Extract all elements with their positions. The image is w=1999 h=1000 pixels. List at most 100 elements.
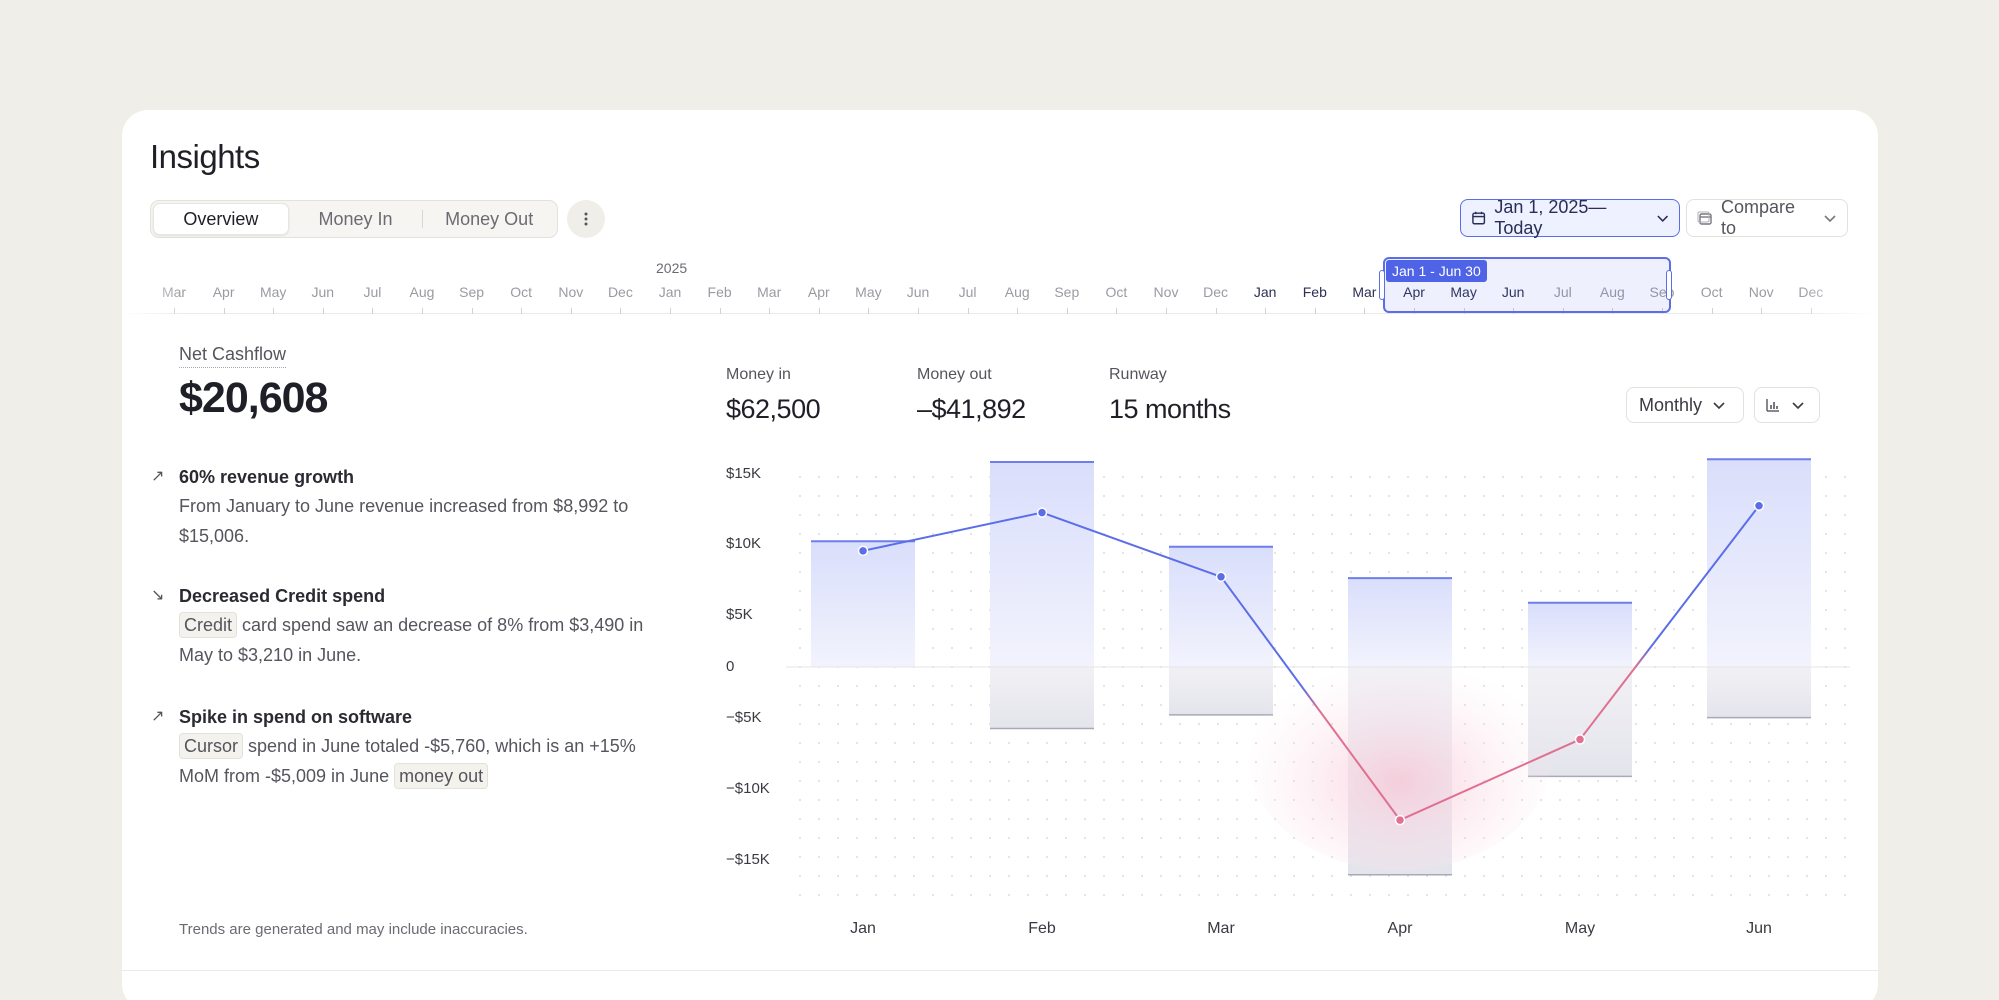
insight-body-text: spend in June totaled -$5,760, which is … bbox=[179, 736, 636, 786]
timeline-tick bbox=[967, 308, 969, 314]
card-divider bbox=[122, 970, 1878, 971]
insight-item: ↗ Spike in spend on software Cursor spen… bbox=[151, 704, 669, 791]
stat-label: Runway bbox=[1109, 366, 1167, 383]
timeline-month-label[interactable]: Oct bbox=[1105, 284, 1128, 300]
footnote: Trends are generated and may include ina… bbox=[179, 921, 528, 938]
timeline-month-label[interactable]: Nov bbox=[1748, 284, 1774, 300]
timeline-tick bbox=[769, 308, 771, 314]
timeline-month-label[interactable]: Jul bbox=[958, 284, 977, 300]
x-tick-label: May bbox=[1564, 920, 1596, 937]
y-tick-label: $15K bbox=[726, 465, 762, 482]
timeline-month-label[interactable]: Dec bbox=[1203, 284, 1229, 300]
arrow-up-right-icon: ↗ bbox=[151, 708, 165, 725]
timeline-tick bbox=[471, 308, 473, 314]
timeline-selection-start-handle[interactable] bbox=[1379, 270, 1385, 300]
timeline-month-label[interactable]: Jun bbox=[311, 284, 335, 300]
timeline-fade-right bbox=[1798, 256, 1878, 314]
insight-item: ↗ 60% revenue growth From January to Jun… bbox=[151, 464, 669, 551]
timeline-month-label[interactable]: Oct bbox=[510, 284, 533, 300]
tab-divider bbox=[422, 210, 424, 228]
tab-money-out[interactable]: Money Out bbox=[445, 208, 534, 229]
insight-title: Spike in spend on software bbox=[179, 707, 413, 727]
arrow-down-right-icon: ↘ bbox=[151, 587, 165, 604]
timeline-tick bbox=[1265, 308, 1267, 314]
stat-value: $62,500 bbox=[726, 394, 821, 424]
timeline-tick bbox=[1215, 308, 1217, 314]
timeline-month-label[interactable]: Sep bbox=[459, 284, 485, 300]
insight-body: Cursor spend in June totaled -$5,760, wh… bbox=[179, 731, 669, 791]
timeline-tick bbox=[719, 308, 721, 314]
stat-money-out: Money out –$41,892 bbox=[917, 366, 1026, 425]
chevron-down-icon bbox=[1713, 402, 1725, 410]
timeline-month-label[interactable]: Feb bbox=[707, 284, 732, 300]
granularity-select[interactable]: Monthly bbox=[1626, 387, 1744, 423]
timeline-month-label[interactable]: May bbox=[1450, 284, 1477, 300]
timeline-month-label[interactable]: Aug bbox=[409, 284, 435, 300]
timeline-month-label[interactable]: Aug bbox=[1004, 284, 1030, 300]
calendar-compare-icon bbox=[1697, 211, 1712, 225]
compare-to-label: Compare to bbox=[1721, 197, 1796, 238]
tab-overview[interactable]: Overview bbox=[153, 203, 289, 235]
timeline-tick bbox=[868, 308, 870, 314]
timeline-selection-end-handle[interactable] bbox=[1666, 270, 1672, 300]
stat-value: –$41,892 bbox=[917, 394, 1026, 424]
timeline-tick bbox=[620, 308, 622, 314]
calendar-icon bbox=[1472, 211, 1486, 225]
timeline-month-label[interactable]: Apr bbox=[212, 284, 235, 300]
timeline-selection-label: Jan 1 - Jun 30 bbox=[1386, 260, 1487, 282]
timeline-month-label[interactable]: Feb bbox=[1302, 284, 1327, 300]
timeline-month-label[interactable]: Mar bbox=[1352, 284, 1377, 300]
chevron-down-icon bbox=[1824, 215, 1836, 223]
timeline-month-label[interactable]: Jan bbox=[658, 284, 682, 300]
timeline-month-label[interactable]: Sep bbox=[1054, 284, 1080, 300]
bar-chart-icon bbox=[1766, 399, 1779, 412]
timeline-month-label[interactable]: Apr bbox=[1403, 284, 1425, 300]
insight-chip[interactable]: money out bbox=[394, 763, 489, 789]
timeline-month-label[interactable]: Oct bbox=[1700, 284, 1723, 300]
x-tick-label: Apr bbox=[1387, 920, 1413, 937]
timeline-month-label[interactable]: Nov bbox=[558, 284, 584, 300]
timeline-month-label[interactable]: Mar bbox=[757, 284, 782, 300]
timeline-tick bbox=[1116, 308, 1118, 314]
stat-value: 15 months bbox=[1109, 394, 1231, 424]
timeline-month-label[interactable]: Aug bbox=[1599, 284, 1625, 300]
timeline-month-label[interactable]: Jul bbox=[363, 284, 382, 300]
timeline-scrubber[interactable]: 2025 Mar Apr May Jun Jul Aug Sep Oct Nov Dec Jan Fe… bbox=[122, 256, 1878, 314]
timeline-month-label[interactable]: Dec bbox=[607, 284, 633, 300]
chart-type-select[interactable] bbox=[1754, 387, 1820, 423]
compare-to-button[interactable]: Compare to bbox=[1686, 197, 1848, 238]
timeline-year-label: 2025 bbox=[656, 260, 688, 276]
insight-item: ↘ Decreased Credit spend Credit card spe… bbox=[151, 583, 669, 670]
insight-chip[interactable]: Cursor bbox=[179, 733, 244, 759]
y-tick-label: −$10K bbox=[726, 780, 770, 797]
x-tick-label: Feb bbox=[1028, 920, 1056, 937]
timeline-month-label[interactable]: Apr bbox=[807, 284, 830, 300]
timeline-month-label[interactable]: Jul bbox=[1553, 284, 1572, 300]
view-tabs: Overview Money In Money Out bbox=[150, 200, 558, 238]
timeline-tick bbox=[1017, 308, 1019, 314]
insight-body: From January to June revenue increased f… bbox=[179, 496, 629, 546]
insight-body-text: card spend saw an decrease of 8% from $3… bbox=[179, 615, 644, 665]
stat-runway: Runway 15 months bbox=[1109, 366, 1231, 425]
timeline-month-label[interactable]: Jun bbox=[1501, 284, 1525, 300]
timeline-tick bbox=[372, 308, 374, 314]
timeline-tick bbox=[1066, 308, 1068, 314]
timeline-tick bbox=[422, 308, 423, 314]
timeline-month-label[interactable]: May bbox=[259, 284, 287, 300]
insight-body: Credit card spend saw an decrease of 8% … bbox=[179, 610, 669, 670]
timeline-tick bbox=[818, 308, 820, 314]
stat-label: Money out bbox=[917, 366, 992, 383]
more-options-button[interactable] bbox=[567, 200, 605, 238]
date-range-button[interactable]: Jan 1, 2025—Today bbox=[1460, 197, 1680, 238]
timeline-tick bbox=[223, 308, 225, 314]
timeline-month-label[interactable]: Jan bbox=[1253, 284, 1277, 300]
arrow-up-right-icon: ↗ bbox=[151, 468, 165, 485]
timeline-month-label[interactable]: Jun bbox=[906, 284, 930, 300]
page-title: Insights bbox=[150, 138, 260, 175]
timeline-tick bbox=[1166, 308, 1167, 314]
insight-title: 60% revenue growth bbox=[179, 467, 355, 487]
timeline-month-label[interactable]: Nov bbox=[1153, 284, 1179, 300]
timeline-month-label[interactable]: May bbox=[855, 284, 882, 300]
insight-chip[interactable]: Credit bbox=[179, 612, 238, 638]
tab-money-in[interactable]: Money In bbox=[318, 208, 393, 229]
